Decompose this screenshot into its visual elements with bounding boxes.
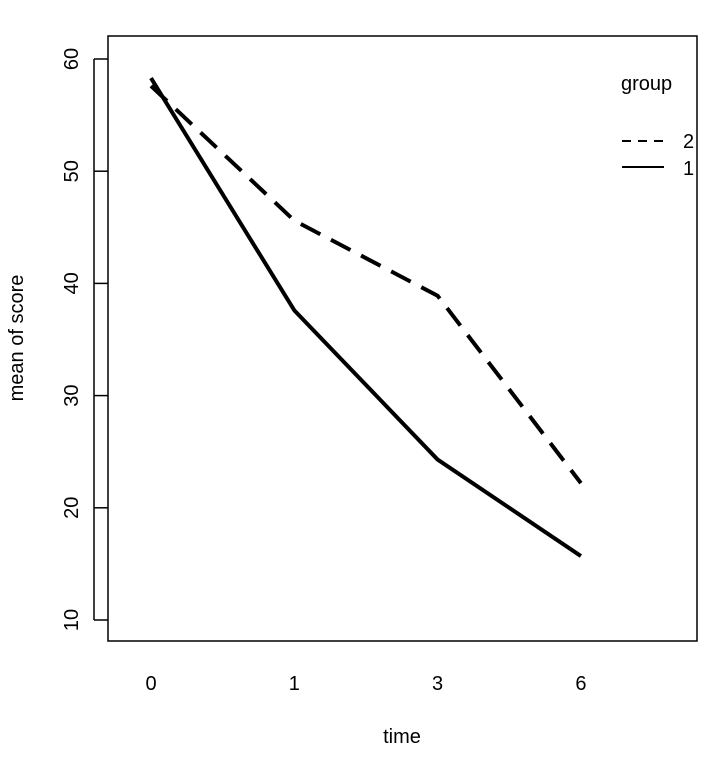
x-tick-label: 0 [145,673,156,695]
legend-title: group [621,73,672,95]
y-axis: 10 20 30 40 50 60 [61,48,108,631]
y-axis-title: mean of score [6,275,28,402]
legend-label-group-1: 1 [683,158,694,180]
x-tick-label: 6 [575,673,586,695]
x-axis: 0 1 3 6 [145,673,586,695]
y-tick-label: 30 [61,384,83,406]
y-tick-label: 20 [61,497,83,519]
series-line-group-1 [149,77,583,558]
x-tick-label: 3 [432,673,443,695]
y-tick-label: 60 [61,48,83,70]
y-tick-label: 40 [61,272,83,294]
y-tick-label: 50 [61,160,83,182]
x-tick-label: 1 [289,673,300,695]
series-line-group-2 [149,84,583,485]
legend: group 2 1 [621,73,694,180]
series-layer [149,77,583,558]
legend-label-group-2: 2 [683,131,694,153]
y-tick-label: 10 [61,609,83,631]
plot-frame [107,35,698,642]
x-axis-title: time [383,726,421,748]
